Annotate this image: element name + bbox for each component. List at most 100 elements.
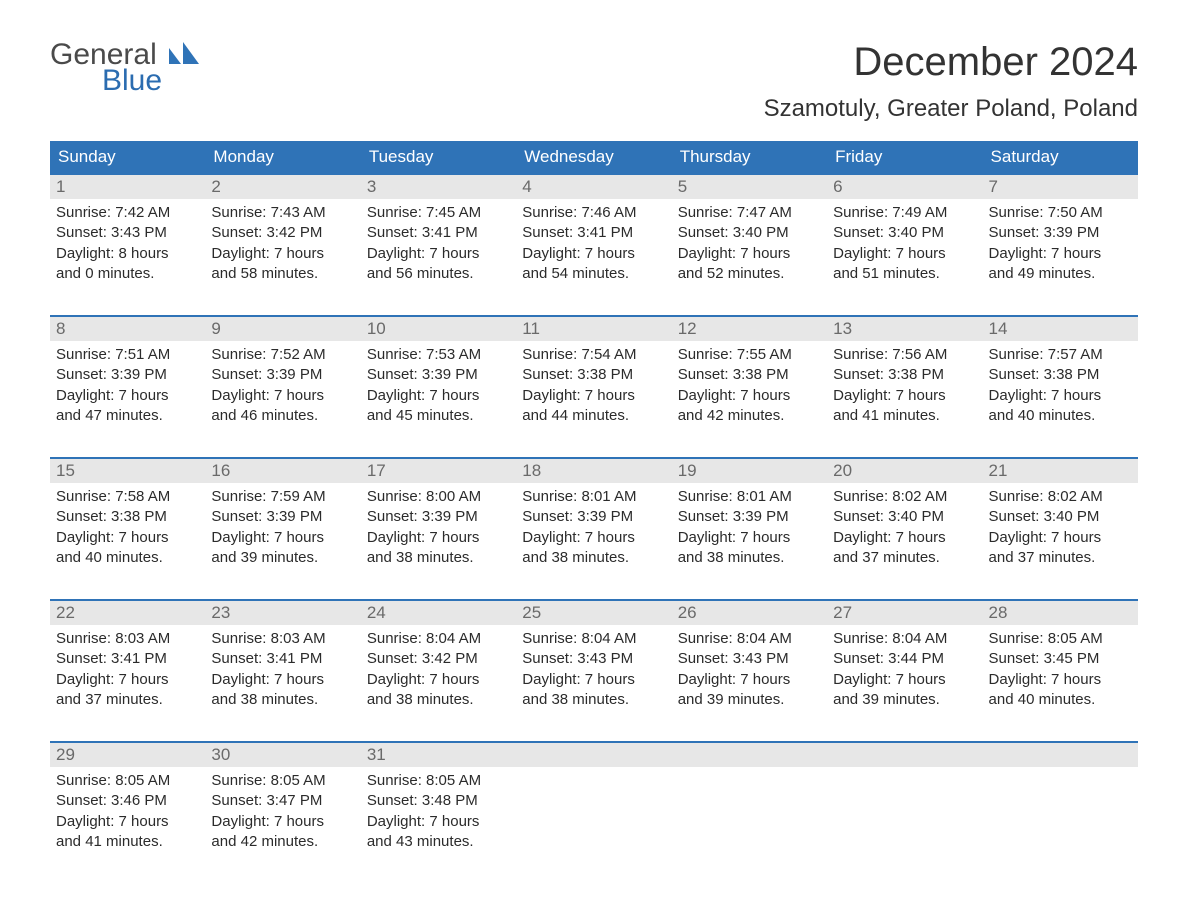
day-sunrise: Sunrise: 7:52 AM [211, 345, 354, 365]
day-sunrise: Sunrise: 8:04 AM [678, 629, 821, 649]
day-sunrise: Sunrise: 8:05 AM [367, 771, 510, 791]
day-sunrise: Sunrise: 8:04 AM [833, 629, 976, 649]
day-number: 19 [672, 459, 827, 483]
day-sunset: Sunset: 3:38 PM [522, 365, 665, 385]
day-body: Sunrise: 7:49 AMSunset: 3:40 PMDaylight:… [827, 199, 982, 292]
day-day2: and 43 minutes. [367, 832, 510, 852]
day-number: 9 [205, 317, 360, 341]
day-body: Sunrise: 7:47 AMSunset: 3:40 PMDaylight:… [672, 199, 827, 292]
day-sunset: Sunset: 3:40 PM [989, 507, 1132, 527]
day-day2: and 40 minutes. [989, 690, 1132, 710]
day-day2: and 40 minutes. [989, 406, 1132, 426]
day-number: 4 [516, 175, 671, 199]
day-sunrise: Sunrise: 7:55 AM [678, 345, 821, 365]
day-day1: Daylight: 7 hours [678, 386, 821, 406]
day-day1: Daylight: 7 hours [56, 386, 199, 406]
day-cell: 5Sunrise: 7:47 AMSunset: 3:40 PMDaylight… [672, 175, 827, 295]
day-cell: 14Sunrise: 7:57 AMSunset: 3:38 PMDayligh… [983, 317, 1138, 437]
day-day2: and 37 minutes. [56, 690, 199, 710]
day-body: Sunrise: 7:45 AMSunset: 3:41 PMDaylight:… [361, 199, 516, 292]
day-number: 28 [983, 601, 1138, 625]
day-sunrise: Sunrise: 8:04 AM [522, 629, 665, 649]
day-body: Sunrise: 8:01 AMSunset: 3:39 PMDaylight:… [516, 483, 671, 576]
month-title: December 2024 [764, 40, 1138, 85]
day-body: Sunrise: 8:04 AMSunset: 3:43 PMDaylight:… [516, 625, 671, 718]
day-number: 26 [672, 601, 827, 625]
day-day1: Daylight: 7 hours [211, 528, 354, 548]
day-day2: and 41 minutes. [833, 406, 976, 426]
day-number: 30 [205, 743, 360, 767]
week-row: 29Sunrise: 8:05 AMSunset: 3:46 PMDayligh… [50, 741, 1138, 863]
day-sunrise: Sunrise: 8:05 AM [56, 771, 199, 791]
day-sunrise: Sunrise: 8:05 AM [211, 771, 354, 791]
day-sunrise: Sunrise: 8:02 AM [989, 487, 1132, 507]
day-sunrise: Sunrise: 7:42 AM [56, 203, 199, 223]
logo: General Blue [50, 40, 199, 96]
day-day1: Daylight: 7 hours [367, 670, 510, 690]
day-number: 25 [516, 601, 671, 625]
day-day2: and 38 minutes. [211, 690, 354, 710]
day-sunset: Sunset: 3:43 PM [678, 649, 821, 669]
day-day1: Daylight: 7 hours [367, 528, 510, 548]
day-body: Sunrise: 7:53 AMSunset: 3:39 PMDaylight:… [361, 341, 516, 434]
weekday-header: Monday [205, 141, 360, 173]
header: General Blue December 2024 Szamotuly, Gr… [50, 40, 1138, 123]
day-sunset: Sunset: 3:41 PM [522, 223, 665, 243]
location: Szamotuly, Greater Poland, Poland [764, 95, 1138, 123]
day-sunset: Sunset: 3:43 PM [56, 223, 199, 243]
day-body: Sunrise: 7:56 AMSunset: 3:38 PMDaylight:… [827, 341, 982, 434]
day-cell: 20Sunrise: 8:02 AMSunset: 3:40 PMDayligh… [827, 459, 982, 579]
day-body: Sunrise: 7:43 AMSunset: 3:42 PMDaylight:… [205, 199, 360, 292]
day-cell: 11Sunrise: 7:54 AMSunset: 3:38 PMDayligh… [516, 317, 671, 437]
day-day1: Daylight: 7 hours [678, 244, 821, 264]
day-sunset: Sunset: 3:39 PM [211, 507, 354, 527]
day-body: Sunrise: 7:59 AMSunset: 3:39 PMDaylight:… [205, 483, 360, 576]
day-day1: Daylight: 7 hours [522, 244, 665, 264]
day-sunset: Sunset: 3:40 PM [678, 223, 821, 243]
day-day2: and 47 minutes. [56, 406, 199, 426]
day-number: 12 [672, 317, 827, 341]
day-number: 8 [50, 317, 205, 341]
day-cell: 7Sunrise: 7:50 AMSunset: 3:39 PMDaylight… [983, 175, 1138, 295]
day-cell: 1Sunrise: 7:42 AMSunset: 3:43 PMDaylight… [50, 175, 205, 295]
day-number: 6 [827, 175, 982, 199]
day-cell: 21Sunrise: 8:02 AMSunset: 3:40 PMDayligh… [983, 459, 1138, 579]
week-row: 22Sunrise: 8:03 AMSunset: 3:41 PMDayligh… [50, 599, 1138, 721]
day-sunrise: Sunrise: 7:51 AM [56, 345, 199, 365]
day-day2: and 38 minutes. [522, 548, 665, 568]
day-day1: Daylight: 7 hours [989, 528, 1132, 548]
day-body: Sunrise: 7:55 AMSunset: 3:38 PMDaylight:… [672, 341, 827, 434]
day-cell [827, 743, 982, 863]
calendar: SundayMondayTuesdayWednesdayThursdayFrid… [50, 141, 1138, 863]
day-day1: Daylight: 7 hours [211, 812, 354, 832]
day-number: 31 [361, 743, 516, 767]
day-cell: 2Sunrise: 7:43 AMSunset: 3:42 PMDaylight… [205, 175, 360, 295]
day-cell: 12Sunrise: 7:55 AMSunset: 3:38 PMDayligh… [672, 317, 827, 437]
day-sunset: Sunset: 3:41 PM [56, 649, 199, 669]
day-cell: 17Sunrise: 8:00 AMSunset: 3:39 PMDayligh… [361, 459, 516, 579]
day-day2: and 37 minutes. [833, 548, 976, 568]
day-cell: 4Sunrise: 7:46 AMSunset: 3:41 PMDaylight… [516, 175, 671, 295]
day-body: Sunrise: 8:01 AMSunset: 3:39 PMDaylight:… [672, 483, 827, 576]
day-sunset: Sunset: 3:39 PM [211, 365, 354, 385]
day-day1: Daylight: 7 hours [56, 528, 199, 548]
day-day2: and 38 minutes. [367, 548, 510, 568]
weekday-header: Friday [827, 141, 982, 173]
day-body: Sunrise: 8:05 AMSunset: 3:48 PMDaylight:… [361, 767, 516, 860]
day-sunrise: Sunrise: 7:53 AM [367, 345, 510, 365]
day-sunset: Sunset: 3:39 PM [367, 365, 510, 385]
day-day1: Daylight: 7 hours [367, 812, 510, 832]
day-day2: and 40 minutes. [56, 548, 199, 568]
day-day2: and 38 minutes. [522, 690, 665, 710]
weekday-header: Sunday [50, 141, 205, 173]
day-sunrise: Sunrise: 8:01 AM [678, 487, 821, 507]
day-sunset: Sunset: 3:38 PM [989, 365, 1132, 385]
day-day1: Daylight: 7 hours [989, 244, 1132, 264]
day-sunrise: Sunrise: 8:05 AM [989, 629, 1132, 649]
day-number [516, 743, 671, 767]
weekday-header-row: SundayMondayTuesdayWednesdayThursdayFrid… [50, 141, 1138, 173]
day-day1: Daylight: 7 hours [989, 670, 1132, 690]
day-day1: Daylight: 7 hours [678, 670, 821, 690]
day-number: 20 [827, 459, 982, 483]
day-body: Sunrise: 8:03 AMSunset: 3:41 PMDaylight:… [205, 625, 360, 718]
